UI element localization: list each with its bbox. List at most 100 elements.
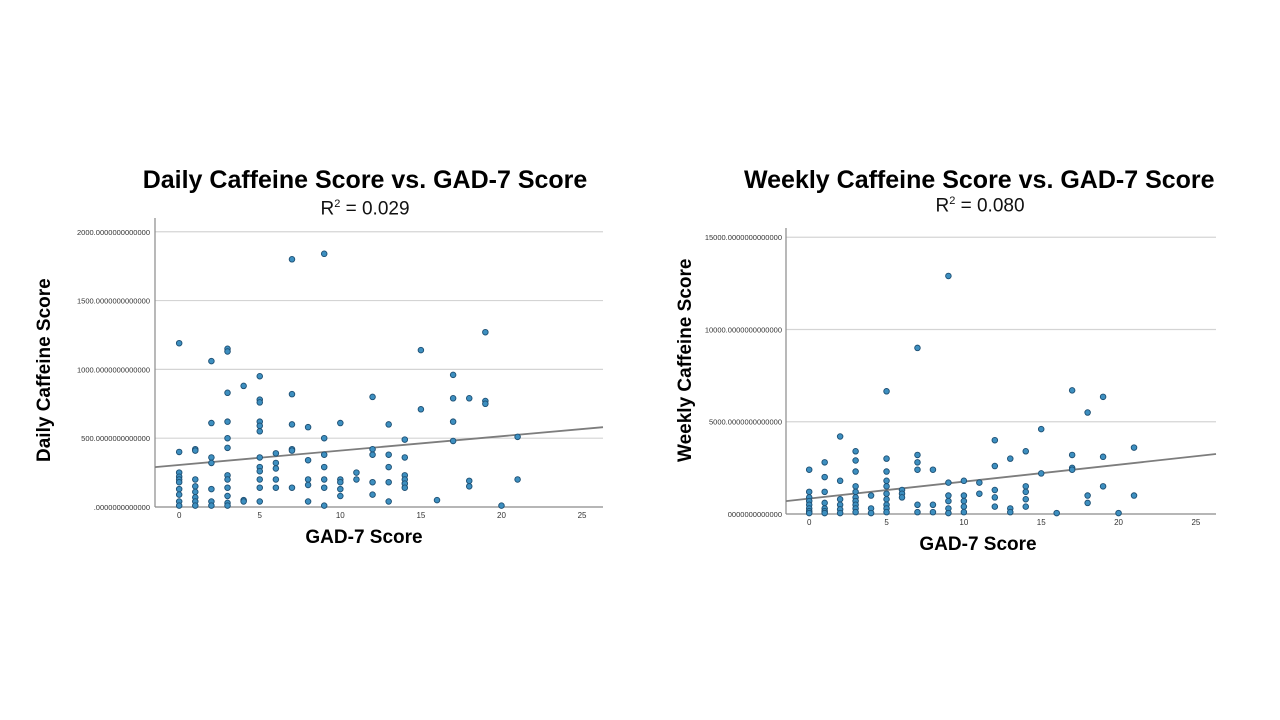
daily-data-point	[385, 421, 392, 428]
weekly-data-point	[852, 468, 859, 475]
weekly-data-point	[991, 503, 999, 510]
daily-data-point	[240, 382, 247, 390]
weekly-data-point	[1037, 470, 1045, 477]
weekly-r-squared-exponent: 2	[949, 195, 956, 207]
weekly-data-point	[883, 495, 890, 503]
daily-data-point	[433, 496, 441, 504]
daily-data-point	[208, 502, 215, 509]
daily-data-point	[320, 451, 328, 458]
daily-data-point	[256, 373, 263, 380]
daily-data-point	[369, 445, 376, 453]
daily-x-tick-label: 10	[336, 511, 345, 520]
daily-data-point	[288, 421, 296, 428]
daily-data-point	[272, 476, 280, 483]
weekly-data-point	[1099, 453, 1107, 461]
daily-data-point	[320, 502, 328, 509]
weekly-data-point	[1068, 387, 1076, 394]
daily-y-tick-label: 1500.0000000000000	[77, 297, 150, 306]
daily-data-point	[401, 484, 409, 491]
weekly-data-point	[852, 457, 859, 464]
weekly-data-point	[883, 490, 890, 497]
weekly-r-squared-prefix: R	[935, 195, 950, 217]
weekly-fit-line	[785, 453, 1217, 502]
weekly-x-tick-label: 0	[807, 518, 812, 527]
weekly-r-squared-value: = 0.080	[955, 195, 1025, 217]
daily-data-point	[224, 434, 231, 442]
daily-data-point	[337, 492, 344, 500]
daily-data-point	[224, 389, 231, 397]
weekly-x-axis-title: GAD-7 Score	[919, 534, 1037, 555]
daily-data-point	[288, 447, 296, 454]
daily-data-point	[401, 454, 409, 461]
daily-r-squared-value: = 0.029	[340, 198, 410, 220]
weekly-data-point	[1084, 499, 1091, 507]
daily-data-point	[449, 437, 457, 445]
weekly-data-point	[1130, 492, 1138, 499]
daily-x-tick-label: 20	[497, 511, 506, 520]
weekly-data-point	[914, 508, 921, 516]
weekly-data-point	[976, 490, 983, 497]
weekly-data-point	[867, 509, 875, 517]
daily-data-point	[465, 483, 473, 490]
weekly-y-tick-label: 0000000000000	[728, 510, 782, 519]
daily-data-point	[304, 456, 312, 464]
daily-data-point	[337, 419, 344, 427]
daily-data-point	[385, 478, 392, 486]
weekly-data-point	[960, 503, 968, 510]
weekly-data-point	[960, 497, 968, 505]
weekly-data-point	[929, 508, 937, 516]
weekly-data-point	[991, 494, 999, 501]
weekly-y-tick-label: 5000.0000000000000	[709, 418, 782, 427]
daily-data-point	[224, 476, 231, 483]
weekly-y-tick-label: 10000.0000000000000	[705, 325, 782, 334]
daily-data-point	[256, 422, 263, 430]
daily-data-point	[482, 328, 489, 336]
daily-data-point	[514, 433, 521, 441]
weekly-data-point	[821, 499, 828, 507]
daily-data-point	[272, 450, 280, 457]
daily-data-point	[224, 444, 231, 452]
weekly-x-tick-label: 5	[884, 518, 889, 527]
weekly-data-point	[1022, 483, 1029, 490]
daily-data-point	[369, 393, 376, 401]
daily-data-point	[320, 434, 328, 442]
daily-data-point	[256, 476, 263, 483]
weekly-data-point	[1053, 509, 1060, 517]
weekly-data-point	[836, 433, 844, 440]
daily-data-point	[224, 492, 231, 500]
weekly-data-point	[914, 466, 921, 473]
weekly-data-point	[945, 272, 952, 280]
daily-data-point	[353, 476, 360, 483]
weekly-y-axis-title: Weekly Caffeine Score	[675, 258, 696, 462]
weekly-data-point	[805, 466, 813, 473]
daily-data-point	[401, 436, 409, 443]
daily-data-point	[272, 459, 280, 467]
daily-data-point	[482, 400, 489, 408]
daily-data-point	[337, 485, 344, 493]
weekly-data-point	[1115, 509, 1122, 517]
daily-data-point	[256, 467, 263, 475]
weekly-data-point	[836, 477, 844, 485]
daily-y-tick-label: 2000.0000000000000	[77, 228, 150, 237]
daily-data-point	[192, 447, 199, 454]
weekly-data-point	[960, 508, 968, 516]
daily-data-point	[175, 502, 183, 509]
weekly-data-point	[867, 492, 875, 499]
daily-data-point	[304, 481, 312, 489]
daily-data-point	[175, 478, 183, 486]
daily-data-point	[256, 428, 263, 435]
daily-data-point	[369, 451, 376, 458]
daily-data-point	[192, 483, 199, 490]
weekly-data-point	[945, 492, 952, 499]
weekly-data-point	[883, 477, 890, 485]
daily-data-point	[514, 476, 521, 483]
weekly-data-point	[1022, 488, 1029, 496]
daily-data-point	[272, 465, 280, 472]
weekly-data-point	[914, 451, 921, 459]
daily-chart-title: Daily Caffeine Score vs. GAD-7 Score	[142, 166, 588, 194]
weekly-x-tick-label: 20	[1114, 518, 1123, 527]
weekly-data-point	[805, 509, 813, 517]
daily-data-point	[417, 406, 425, 413]
weekly-x-tick-label: 15	[1037, 518, 1046, 527]
